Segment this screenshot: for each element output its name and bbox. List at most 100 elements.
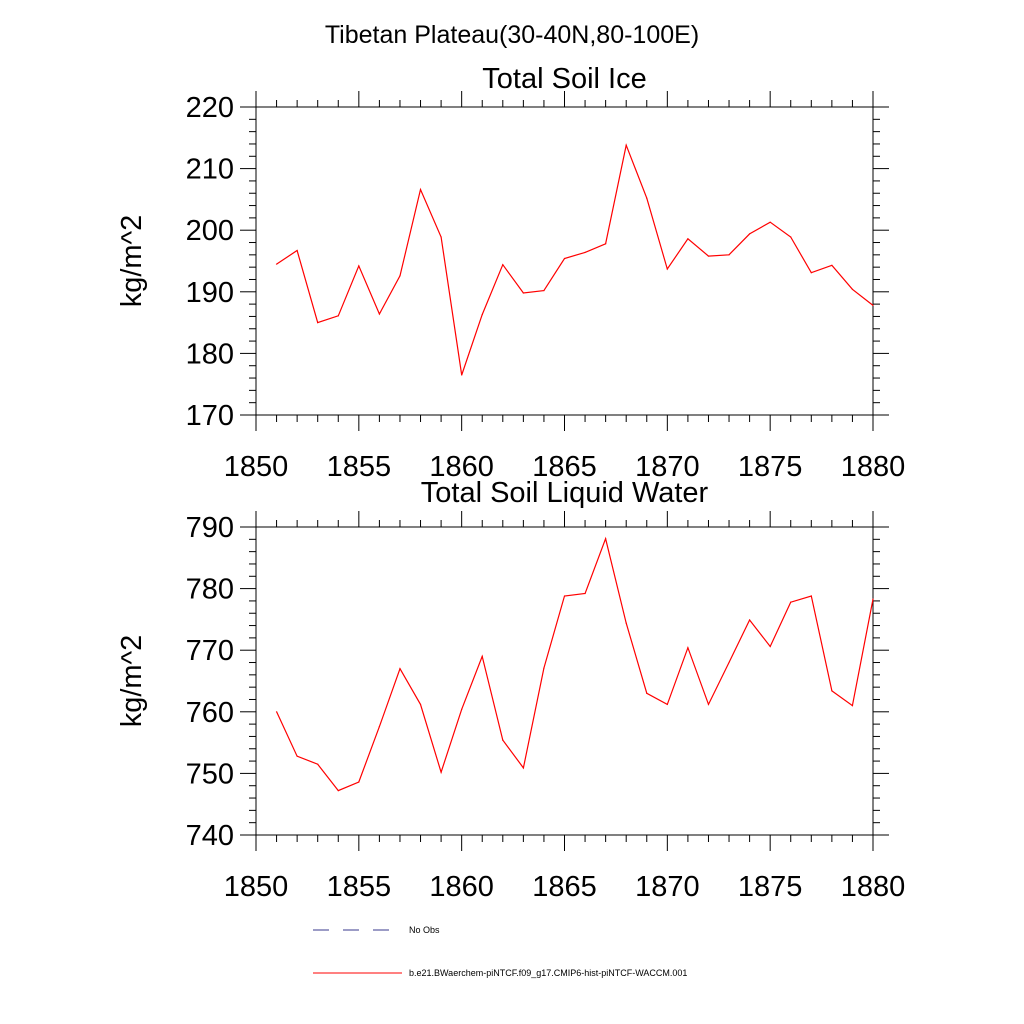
data-point [790, 236, 792, 238]
data-point [522, 292, 524, 294]
y-axis-label: kg/m^2 [116, 215, 148, 308]
data-point [646, 692, 648, 694]
y-tick-label: 750 [186, 758, 234, 790]
y-tick-label: 190 [186, 277, 234, 309]
data-point [399, 275, 401, 277]
data-point [419, 703, 422, 706]
data-point [296, 249, 298, 252]
data-point [687, 238, 689, 240]
data-point [296, 755, 298, 757]
y-tick-label: 220 [186, 92, 234, 124]
data-point [584, 251, 586, 253]
data-point [707, 255, 710, 257]
data-point [666, 703, 668, 706]
data-point [605, 538, 607, 540]
data-point [707, 703, 710, 706]
chart-panel-1: Total Soil Ice kg/m^2 1850 1855 1860 1865 1870… [116, 63, 905, 483]
x-tick-label: 1865 [532, 871, 597, 903]
data-point [831, 690, 833, 692]
data-point [769, 221, 771, 223]
data-point [625, 144, 627, 146]
data-point [481, 313, 483, 316]
x-tick-label: 1875 [738, 871, 803, 903]
y-tick-label: 200 [186, 215, 234, 247]
plot-frame [255, 106, 874, 416]
data-point [502, 739, 504, 741]
data-point [378, 313, 380, 315]
y-tick-label: 760 [186, 697, 234, 729]
chart-legend: No Obs b.e21.BWaerchem-piNTCF.f09_g17.CMI… [313, 925, 687, 978]
data-point [810, 272, 812, 274]
y-tick-label: 210 [186, 154, 234, 186]
chart-panel-2: Total Soil Liquid Water kg/m^2 1850 1855 186… [116, 477, 905, 903]
data-point [502, 264, 504, 266]
data-point [646, 197, 648, 199]
x-tick-label: 1865 [532, 451, 597, 483]
data-point [810, 595, 812, 597]
chart-title: Total Soil Liquid Water [421, 477, 709, 509]
x-tick-label: 1880 [841, 871, 906, 903]
x-tick-label: 1880 [841, 451, 906, 483]
y-tick-label: 790 [186, 512, 234, 544]
data-point [687, 647, 689, 649]
y-axis-label: kg/m^2 [116, 635, 148, 728]
data-point [728, 254, 730, 256]
data-point [625, 622, 627, 624]
data-point [522, 767, 524, 769]
data-point [337, 790, 339, 792]
series-line [276, 536, 874, 792]
data-point [872, 304, 874, 306]
x-tick-label: 1860 [429, 451, 494, 483]
data-point [563, 257, 566, 260]
legend-label: No Obs [409, 925, 440, 935]
data-point [399, 668, 401, 670]
chart-panels: Total Soil Ice kg/m^2 1850 1855 1860 1865 1870… [116, 63, 905, 903]
data-point [275, 711, 278, 713]
data-point [543, 289, 545, 292]
data-point [358, 781, 360, 783]
x-tick-label: 1870 [635, 451, 700, 483]
y-tick-label: 740 [186, 820, 234, 852]
x-tick-label: 1855 [327, 451, 392, 483]
series-line [276, 143, 874, 376]
data-point [790, 601, 792, 603]
data-point [378, 725, 380, 728]
data-point [440, 771, 442, 773]
data-point [275, 263, 278, 265]
data-point [749, 233, 751, 235]
data-point [481, 655, 483, 657]
data-point [769, 645, 771, 648]
data-point [728, 661, 730, 664]
y-tick-label: 170 [186, 400, 234, 432]
data-point [461, 708, 463, 710]
data-point [851, 705, 854, 707]
y-tick-label: 180 [186, 338, 234, 370]
x-tick-label: 1855 [327, 871, 392, 903]
chart-title: Total Soil Ice [482, 63, 646, 95]
x-tick-label: 1850 [224, 451, 289, 483]
data-point [605, 243, 607, 245]
x-tick-label: 1875 [738, 451, 803, 483]
data-point [831, 264, 833, 266]
data-point [337, 315, 339, 317]
data-point [851, 288, 854, 290]
y-tick-label: 770 [186, 635, 234, 667]
x-tick-label: 1870 [635, 871, 700, 903]
x-tick-label: 1850 [224, 871, 289, 903]
data-point [563, 595, 566, 597]
data-point [872, 598, 874, 600]
data-point [749, 619, 751, 621]
x-tick-label: 1860 [429, 871, 494, 903]
y-tick-label: 780 [186, 574, 234, 606]
data-point [543, 667, 545, 669]
figure-suptitle: Tibetan Plateau(30-40N,80-100E) [325, 21, 699, 49]
data-point [317, 763, 319, 765]
legend-entry: No Obs [313, 925, 440, 935]
data-point [666, 268, 668, 270]
data-point [317, 322, 319, 324]
data-point [584, 592, 586, 595]
data-point [461, 374, 463, 376]
legend-entry: b.e21.BWaerchem-piNTCF.f09_g17.CMIP6-his… [313, 968, 687, 978]
legend-label: b.e21.BWaerchem-piNTCF.f09_g17.CMIP6-his… [409, 968, 687, 978]
